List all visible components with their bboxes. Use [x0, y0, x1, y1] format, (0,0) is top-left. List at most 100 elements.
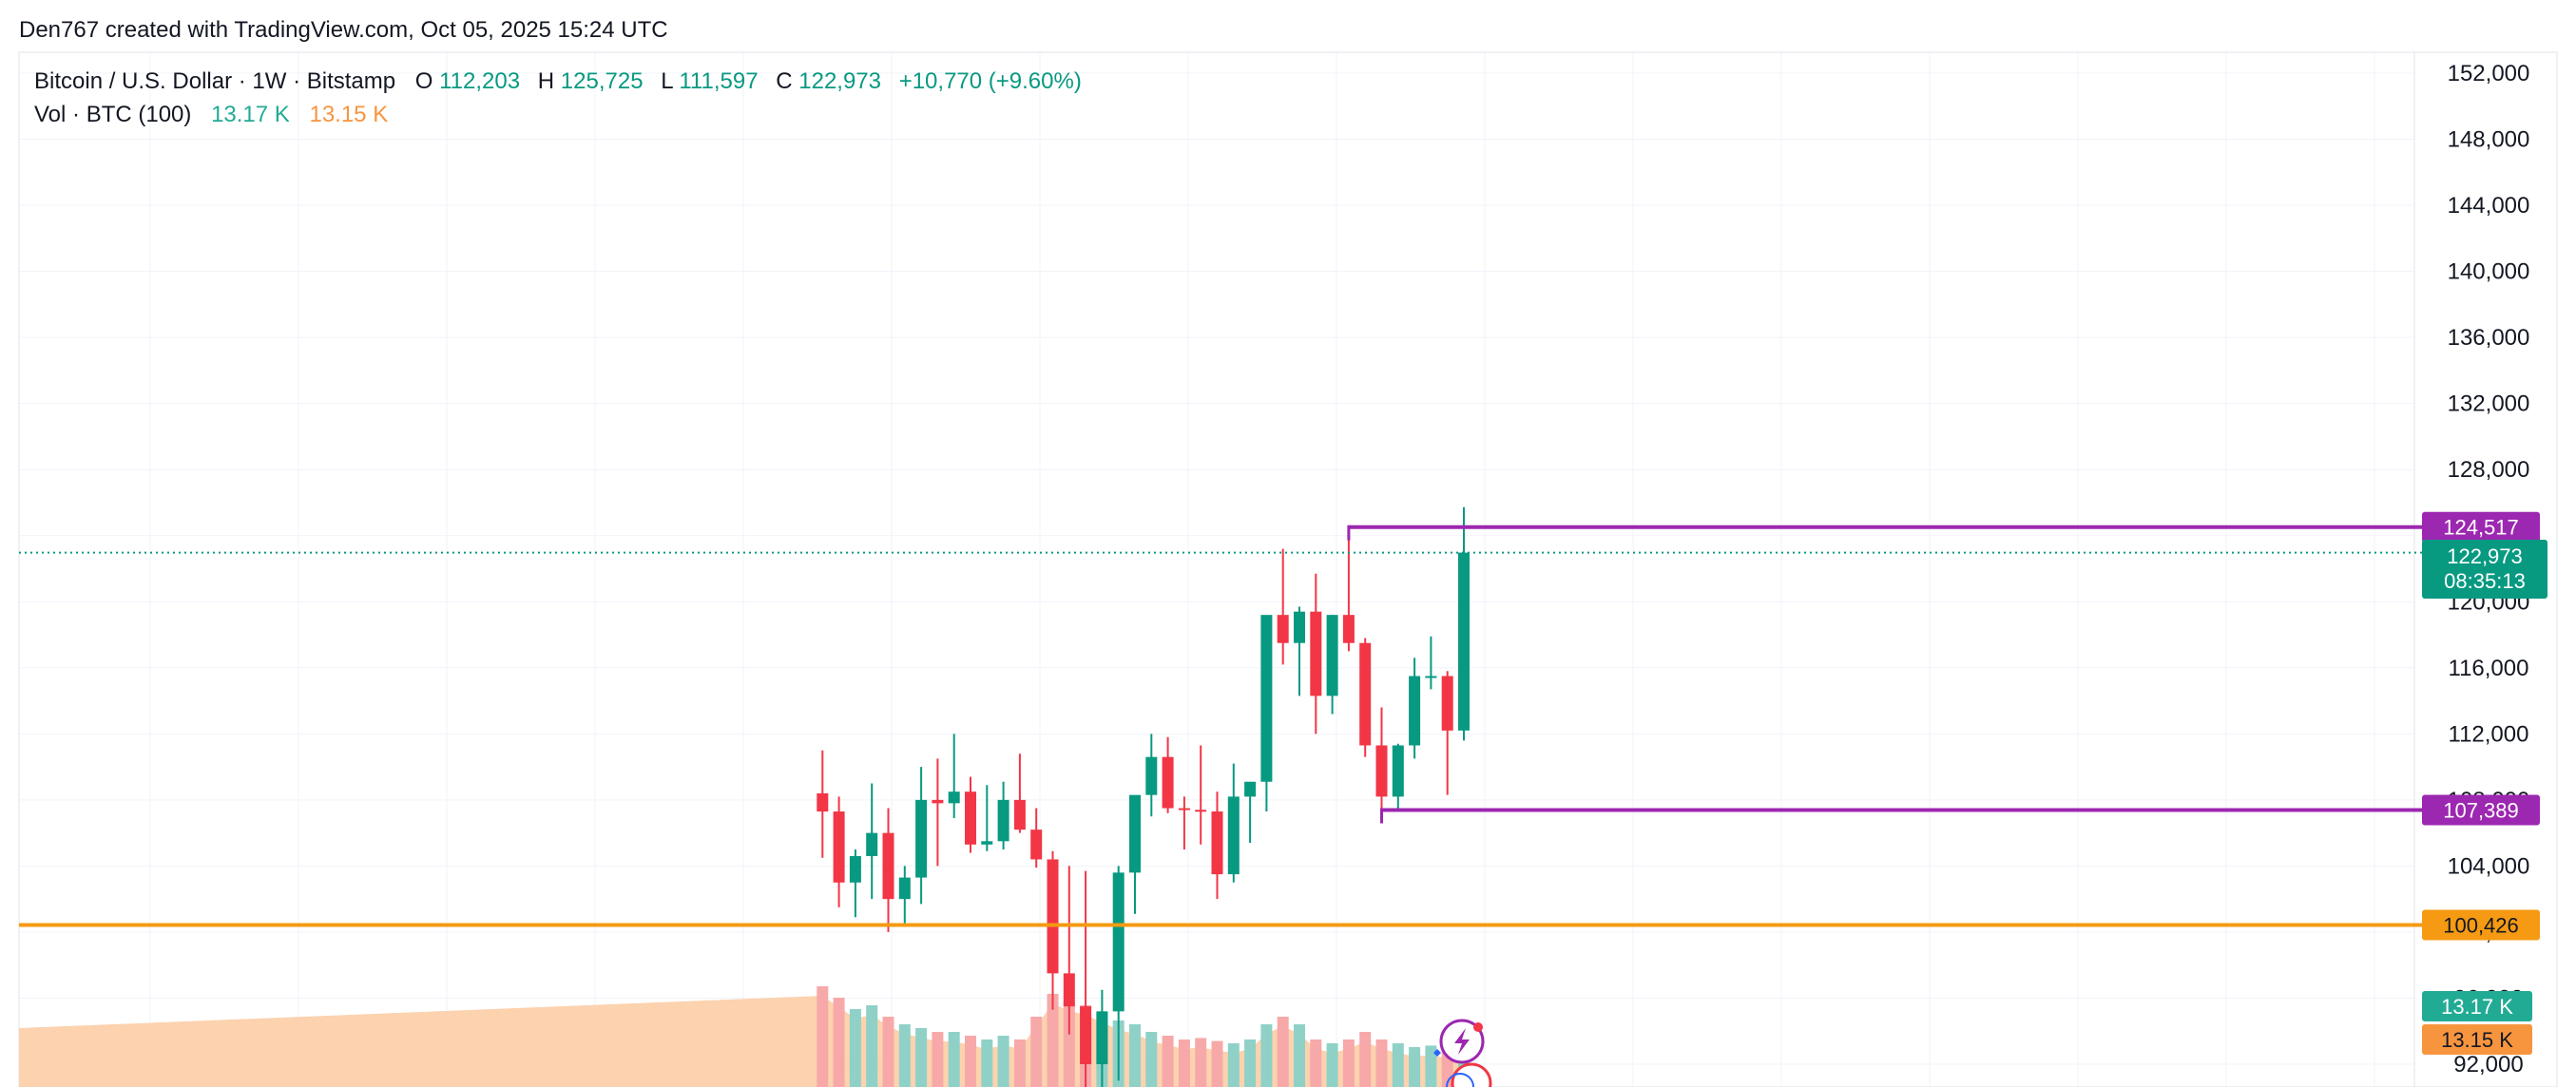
candle-body[interactable]: [1277, 615, 1289, 643]
volume-bar: [915, 1028, 928, 1087]
candle-body[interactable]: [1227, 796, 1240, 875]
volume-bar: [1227, 1043, 1240, 1087]
candle-body[interactable]: [1211, 811, 1223, 875]
candle-body[interactable]: [1178, 808, 1190, 810]
candle-body[interactable]: [882, 832, 894, 900]
volume-bar: [1195, 1038, 1207, 1087]
chart-grid: [19, 52, 2414, 1087]
candle-body[interactable]: [1375, 745, 1388, 797]
candle-body[interactable]: [997, 799, 1009, 842]
volume-bar: [1310, 1039, 1322, 1087]
candle-body[interactable]: [981, 841, 993, 845]
volume-bar: [882, 1017, 894, 1087]
candle-body[interactable]: [1260, 615, 1273, 782]
level-badge-label: 100,426: [2443, 914, 2519, 938]
volume-bar: [866, 1005, 878, 1087]
candle-body[interactable]: [932, 799, 944, 804]
price-tick-label: 136,000: [2448, 325, 2530, 351]
volume-bar: [997, 1036, 1009, 1087]
volume-bar: [1425, 1045, 1437, 1087]
price-tick-label: 144,000: [2448, 193, 2530, 219]
candle-body[interactable]: [1425, 676, 1437, 678]
attribution-text: Den767 created with TradingView.com, Oct…: [19, 17, 668, 43]
candle-body[interactable]: [1310, 611, 1322, 696]
volume-bar: [1129, 1024, 1141, 1087]
volume-bar: [1211, 1040, 1223, 1087]
candle-body[interactable]: [1080, 1006, 1092, 1064]
candle-body[interactable]: [1195, 810, 1207, 812]
candle-body[interactable]: [1409, 676, 1421, 746]
candle-body[interactable]: [1129, 794, 1141, 873]
candle-body[interactable]: [1047, 859, 1059, 974]
volume-title: Vol · BTC (100): [34, 102, 191, 127]
price-tick-label: 132,000: [2448, 391, 2530, 417]
candle-body[interactable]: [849, 855, 861, 883]
candle-body[interactable]: [833, 811, 845, 883]
volume-bar: [1063, 1001, 1075, 1087]
volume-bar: [965, 1036, 976, 1087]
candle-body[interactable]: [1013, 799, 1026, 830]
bolt-icon[interactable]: [1433, 1019, 1485, 1064]
price-tick-label: 116,000: [2449, 656, 2529, 681]
price-tick-label: 112,000: [2449, 721, 2529, 747]
candle-body[interactable]: [1244, 781, 1257, 797]
countdown-label: 08:35:13: [2444, 569, 2526, 593]
volume-bar: [1277, 1017, 1289, 1087]
candle-body[interactable]: [1342, 615, 1355, 643]
volume-bar: [833, 998, 845, 1087]
candle-body[interactable]: [1145, 756, 1158, 795]
legend: Bitcoin / U.S. Dollar · 1W · Bitstamp O …: [34, 68, 1082, 127]
volume-ma-value: 13.15 K: [309, 102, 388, 127]
level-badge-label: 107,389: [2443, 798, 2519, 822]
candle-body[interactable]: [1112, 872, 1125, 1012]
candle-body[interactable]: [1030, 830, 1043, 860]
legend-close-value: 122,973: [798, 68, 881, 94]
volume-bar: [898, 1024, 911, 1087]
levels-layer: [19, 524, 2422, 927]
candle-body[interactable]: [1326, 615, 1338, 696]
volume-bar: [1409, 1047, 1421, 1087]
last-price-label: 122,973: [2447, 544, 2523, 568]
candle-body[interactable]: [1294, 611, 1305, 643]
candle-body[interactable]: [1392, 745, 1404, 797]
volume-bar: [1359, 1032, 1372, 1087]
candle-body[interactable]: [1359, 642, 1372, 746]
candle-body[interactable]: [1162, 756, 1174, 809]
level-badge-label: 124,517: [2443, 516, 2519, 540]
candle-body[interactable]: [1063, 973, 1075, 1007]
candle-body[interactable]: [965, 791, 976, 845]
volume-bar: [1375, 1039, 1388, 1087]
volume-value: 13.17 K: [211, 102, 290, 127]
volume-bar: [1260, 1024, 1273, 1087]
candle-body[interactable]: [898, 877, 911, 900]
last-price-badge: 122,973 08:35:13: [2422, 540, 2547, 599]
legend-low-label: L: [661, 68, 673, 94]
volume-bar: [981, 1039, 993, 1087]
level-labels: 124,517 107,389 100,426: [2422, 511, 2540, 941]
plot-frame: [18, 51, 2558, 1087]
legend-high-value: 125,725: [561, 68, 644, 94]
candle-body[interactable]: [1096, 1011, 1108, 1064]
volume-bar: [1342, 1039, 1355, 1087]
candle-body[interactable]: [1441, 676, 1453, 731]
candle-body[interactable]: [915, 799, 928, 878]
volume-bar: [932, 1032, 944, 1087]
candle-body[interactable]: [1458, 552, 1470, 731]
volume-bar: [1392, 1043, 1404, 1087]
candle-body[interactable]: [866, 832, 878, 856]
volume-bar: [1145, 1032, 1158, 1087]
candles-layer[interactable]: [817, 506, 1470, 1087]
candle-body[interactable]: [817, 792, 829, 812]
price-tick-label: 128,000: [2448, 457, 2530, 483]
volume-layer: [19, 986, 1470, 1087]
volume-bar: [817, 986, 829, 1087]
price-tick-label: 152,000: [2448, 61, 2530, 86]
legend-volume-row: Vol · BTC (100) 13.17 K 13.15 K: [34, 102, 388, 127]
legend-change: +10,770 (+9.60%): [899, 68, 1082, 94]
globe-icon[interactable]: [1446, 1062, 1492, 1087]
volume-bar: [1047, 994, 1059, 1087]
volume-bar: [1013, 1039, 1026, 1087]
candle-body[interactable]: [948, 791, 960, 804]
legend-open-value: 112,203: [439, 68, 520, 94]
